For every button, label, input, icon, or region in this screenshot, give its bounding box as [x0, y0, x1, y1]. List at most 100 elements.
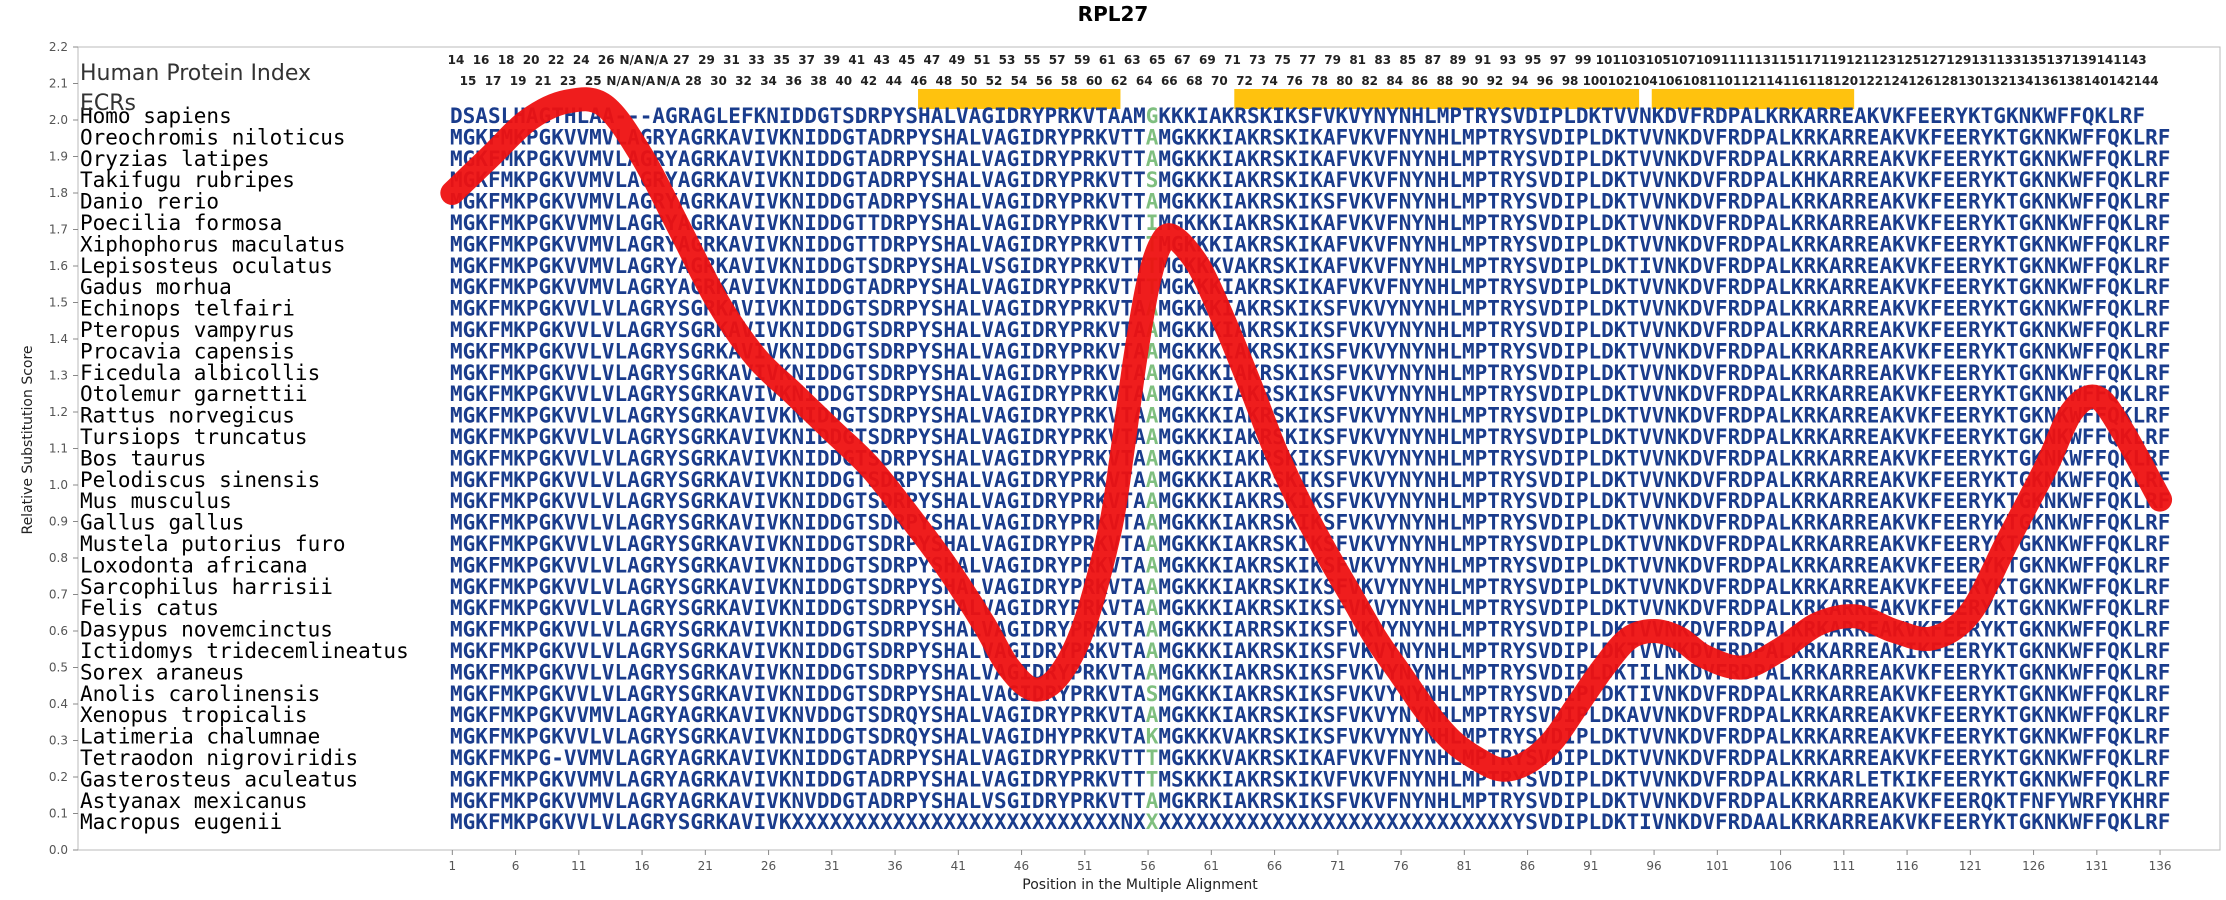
x-tick-label: 66 — [1267, 859, 1282, 873]
x-tick-label: 26 — [761, 859, 776, 873]
position-label-bottom: 120 — [1833, 74, 1858, 88]
position-label-bottom: 88 — [1436, 74, 1453, 88]
position-label-bottom: N/A — [606, 74, 630, 88]
position-label-top: 57 — [1049, 53, 1066, 67]
position-label-top: 123 — [1871, 53, 1896, 67]
axis-ticks: 0.0 0.1 0.2 0.3 0.4 0.5 0.6 0.7 0.8 0.9 1.0 1.1 1.2 1… — [49, 40, 2172, 873]
sequence: MGKFMKPGKVVLVLAGRYSGRKAVIVKNIDDGTSDRPYSH… — [450, 297, 2170, 321]
position-label-top: 77 — [1299, 53, 1316, 67]
position-label-top: 129 — [1946, 53, 1971, 67]
x-tick-label: 81 — [1457, 859, 1472, 873]
y-tick-label: 1.6 — [49, 259, 68, 273]
sequence: MGKFMKPGKVVMVLAGRYAGRKAVIVKNIDDGTADRPYSH… — [450, 767, 2170, 791]
x-tick-label: 41 — [951, 859, 966, 873]
y-tick-label: 0.9 — [49, 515, 68, 529]
species-name: Takifugu rubripes — [80, 168, 295, 192]
sequence: MGKFMKPGKVVMVLAGRYAGRKAVIVKNVDDGTSDRQYSH… — [450, 703, 2170, 727]
position-label-top: 97 — [1550, 53, 1567, 67]
x-tick-label: 61 — [1204, 859, 1219, 873]
x-tick-label: 96 — [1646, 859, 1661, 873]
position-label-bottom: 122 — [1858, 74, 1883, 88]
x-tick-label: 1 — [449, 859, 457, 873]
position-label-top: 89 — [1450, 53, 1467, 67]
position-label-bottom: 36 — [785, 74, 802, 88]
species-name: Otolemur garnettii — [80, 382, 308, 406]
position-label-top: 109 — [1696, 53, 1721, 67]
position-label-top: 91 — [1475, 53, 1492, 67]
y-tick-label: 1.5 — [49, 296, 68, 310]
position-label-bottom: 46 — [910, 74, 927, 88]
x-tick-label: 56 — [1140, 859, 1155, 873]
position-label-top: 63 — [1124, 53, 1141, 67]
species-name: Danio rerio — [80, 190, 219, 214]
species-name: Pteropus vampyrus — [80, 318, 295, 342]
species-name: Sarcophilus harrisii — [80, 575, 333, 599]
position-label-top: 27 — [673, 53, 690, 67]
position-label-bottom: 84 — [1386, 74, 1403, 88]
ecrs-label: ECRs — [80, 91, 136, 116]
human-protein-index-label: Human Protein Index — [80, 61, 311, 86]
position-label-bottom: 138 — [2058, 74, 2083, 88]
position-label-top: 119 — [1821, 53, 1846, 67]
position-label-top: 103 — [1621, 53, 1646, 67]
species-name: Oryzias latipes — [80, 147, 270, 171]
position-label-bottom: 62 — [1111, 74, 1128, 88]
position-label-top: 45 — [898, 53, 915, 67]
y-tick-label: 0.1 — [49, 807, 68, 821]
position-label-bottom: 86 — [1411, 74, 1428, 88]
species-name: Latimeria chalumnae — [80, 725, 320, 749]
species-name: Loxodonta africana — [80, 553, 308, 577]
position-label-top: 73 — [1249, 53, 1266, 67]
position-label-top: 39 — [823, 53, 840, 67]
position-label-bottom: N/A — [657, 74, 681, 88]
position-label-bottom: 58 — [1061, 74, 1078, 88]
position-label-top: 51 — [974, 53, 991, 67]
position-label-top: 113 — [1746, 53, 1771, 67]
species-name: Macropus eugenii — [80, 810, 282, 834]
position-label-bottom: 72 — [1236, 74, 1253, 88]
x-tick-label: 126 — [2022, 859, 2045, 873]
species-name: Echinops telfairi — [80, 297, 295, 321]
position-label-bottom: 110 — [1708, 74, 1733, 88]
species-name: Astyanax mexicanus — [80, 789, 308, 813]
position-label-top: 81 — [1349, 53, 1366, 67]
x-tick-label: 91 — [1583, 859, 1598, 873]
sequence: MGKFMKPGKVVLVLAGRYSGRKAVIVKNIDDGTSDRPYSH… — [450, 446, 2170, 470]
position-label-bottom: 50 — [961, 74, 978, 88]
sequence: MGKFMKPGKVVLVLAGRYSGRKAVIVKNIDDGTSDRPYSH… — [450, 575, 2170, 599]
x-tick-label: 51 — [1077, 859, 1092, 873]
position-label-bottom: 64 — [1136, 74, 1153, 88]
position-label-top: 31 — [723, 53, 740, 67]
position-label-bottom: 80 — [1336, 74, 1353, 88]
position-label-top: 49 — [949, 53, 966, 67]
species-name: Tursiops truncatus — [80, 425, 308, 449]
position-label-top: 22 — [548, 53, 565, 67]
position-label-top: 55 — [1024, 53, 1041, 67]
species-name: Poecilia formosa — [80, 211, 282, 235]
position-label-bottom: 74 — [1261, 74, 1278, 88]
x-tick-label: 101 — [1706, 859, 1729, 873]
position-label-top: 29 — [698, 53, 715, 67]
position-label-top: 121 — [1846, 53, 1871, 67]
position-label-top: 83 — [1374, 53, 1391, 67]
position-label-bottom: 40 — [835, 74, 852, 88]
position-label-top: 37 — [798, 53, 815, 67]
position-label-top: 18 — [498, 53, 515, 67]
species-name: Mus musculus — [80, 489, 232, 513]
x-axis-label: Position in the Multiple Alignment — [1022, 877, 1258, 893]
position-label-bottom: 112 — [1733, 74, 1758, 88]
species-name: Ficedula albicollis — [80, 361, 320, 385]
position-label-bottom: 78 — [1311, 74, 1328, 88]
position-label-top: 47 — [924, 53, 941, 67]
position-label-bottom: 23 — [560, 74, 577, 88]
position-label-top: 79 — [1324, 53, 1341, 67]
position-label-top: 53 — [999, 53, 1016, 67]
position-label-top: 61 — [1099, 53, 1116, 67]
y-tick-label: 0.8 — [49, 551, 68, 565]
sequence: MGKFMKPGKVVLVLAGRYSGRKAVIVKNIDDGTSDRPYSH… — [450, 382, 2170, 406]
position-label-top: 26 — [598, 53, 615, 67]
x-tick-label: 111 — [1832, 859, 1855, 873]
sequence: MGKFMKPGKVVLVLAGRYSGRKAVIVKNIDDGTSDRQYSH… — [450, 725, 2170, 749]
position-label-bottom: 19 — [510, 74, 527, 88]
